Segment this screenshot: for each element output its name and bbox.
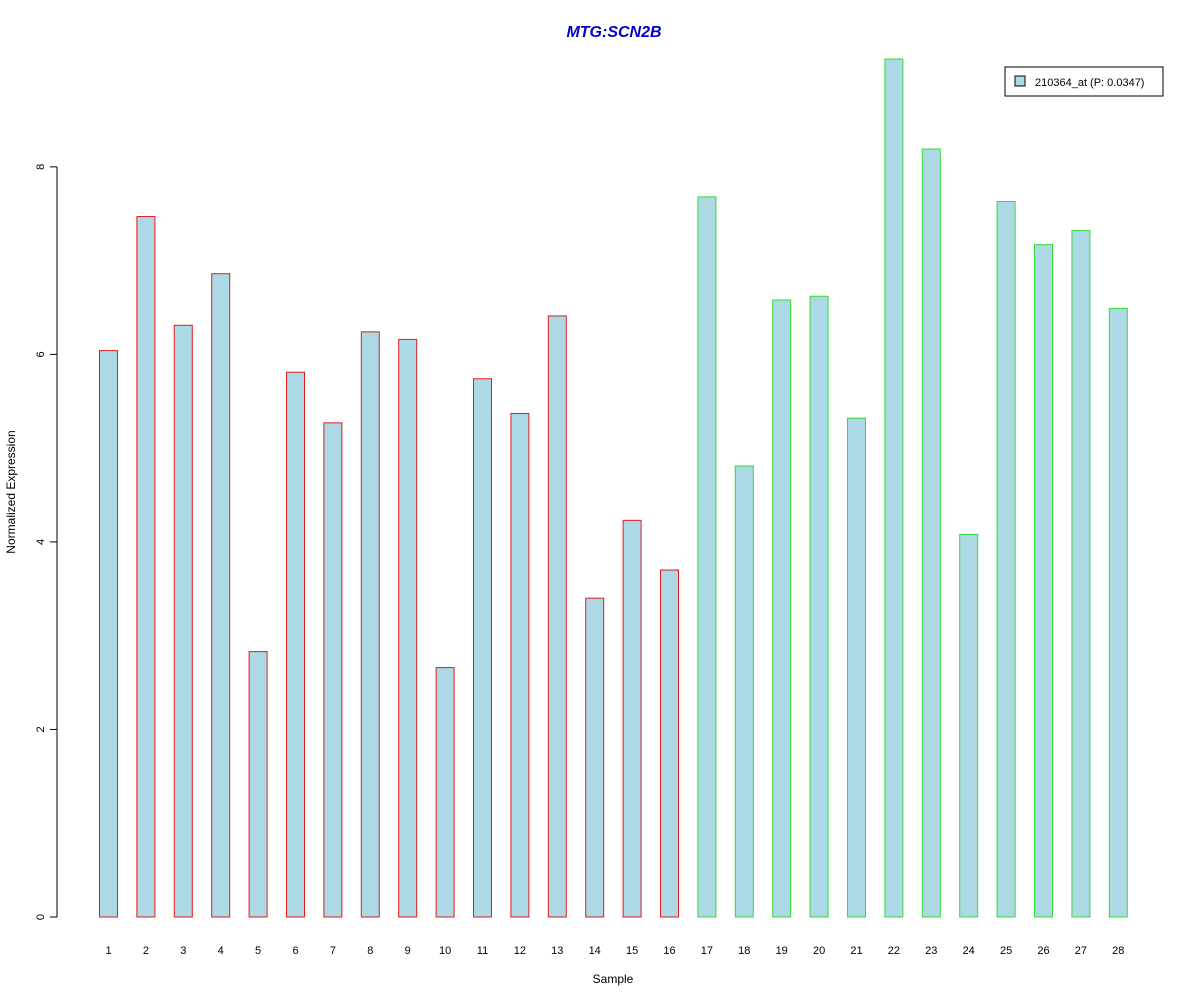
- x-tick-label: 12: [514, 945, 526, 957]
- bar-sample-27: [1071, 230, 1091, 918]
- bar-sample-10: [435, 667, 455, 918]
- bar-sample-18: [734, 465, 754, 918]
- bar-sample-19: [772, 299, 792, 918]
- x-tick-label: 1: [105, 945, 111, 957]
- bar-sample-4: [211, 273, 231, 918]
- x-tick-label: 23: [925, 945, 937, 957]
- x-tick-label: 7: [330, 945, 336, 957]
- bar-sample-1: [99, 350, 118, 918]
- x-tick-label: 14: [589, 945, 601, 957]
- x-tick-label: 28: [1112, 945, 1124, 957]
- x-tick-label: 6: [292, 945, 298, 957]
- bar-sample-5: [248, 651, 268, 918]
- x-tick-label: 24: [963, 945, 975, 957]
- bar-sample-2: [136, 216, 156, 918]
- x-tick-label: 19: [776, 945, 788, 957]
- chart-title: MTG:SCN2B: [566, 24, 661, 41]
- bar-sample-21: [847, 417, 866, 918]
- y-axis-label: Normalized Expression: [4, 430, 18, 553]
- y-tick-label: 2: [35, 726, 47, 732]
- x-tick-label: 27: [1075, 945, 1087, 957]
- bar-sample-17: [697, 196, 717, 918]
- legend: 210364_at (P: 0.0347): [1004, 66, 1164, 97]
- bar-sample-15: [622, 519, 642, 918]
- x-tick-label: 10: [439, 945, 451, 957]
- bar-sample-28: [1108, 307, 1128, 918]
- x-tick-label: 18: [738, 945, 750, 957]
- x-tick-label: 17: [701, 945, 713, 957]
- bar-sample-14: [585, 597, 605, 918]
- x-tick-label: 8: [367, 945, 373, 957]
- x-tick-label: 26: [1037, 945, 1049, 957]
- legend-label: 210364_at (P: 0.0347): [1035, 77, 1144, 89]
- x-tick-label: 16: [663, 945, 675, 957]
- x-tick-label: 22: [888, 945, 900, 957]
- x-tick-label: 5: [255, 945, 261, 957]
- bar-sample-25: [996, 201, 1016, 918]
- bar-sample-3: [173, 324, 193, 918]
- legend-swatch: [1014, 75, 1026, 87]
- bar-sample-16: [660, 569, 679, 918]
- bar-sample-26: [1034, 244, 1053, 918]
- y-tick-label: 0: [35, 914, 47, 920]
- bar-sample-8: [360, 331, 380, 918]
- bar-sample-22: [884, 58, 904, 918]
- y-axis: 0 2 4 6 8: [35, 164, 58, 920]
- x-tick-label: 15: [626, 945, 638, 957]
- x-tick-label: 13: [551, 945, 563, 957]
- y-tick-label: 4: [35, 539, 47, 545]
- x-tick-label: 2: [143, 945, 149, 957]
- x-tick-label: 4: [218, 945, 224, 957]
- bar-sample-20: [809, 295, 829, 918]
- x-axis-label: Sample: [593, 972, 634, 986]
- x-tick-label: 20: [813, 945, 825, 957]
- x-tick-label: 3: [180, 945, 186, 957]
- bar-sample-11: [473, 378, 492, 918]
- bar-sample-13: [547, 315, 567, 918]
- bar-sample-12: [510, 412, 530, 918]
- bar-sample-24: [959, 533, 979, 918]
- bar-sample-6: [286, 371, 305, 918]
- x-tick-label: 9: [405, 945, 411, 957]
- y-tick-label: 8: [35, 164, 47, 170]
- x-tick-labels: 1 2 3 4 5 6 7 8 9 10 11 12 13 14 15 16 17 18 19 20 21 22 23 24 2…: [105, 945, 1124, 957]
- bar-sample-23: [921, 148, 941, 918]
- bar-sample-9: [398, 338, 418, 918]
- x-tick-label: 21: [850, 945, 862, 957]
- bars-group: [99, 58, 1128, 918]
- y-tick-label: 6: [35, 351, 47, 357]
- x-tick-label: 25: [1000, 945, 1012, 957]
- x-tick-label: 11: [477, 945, 488, 957]
- legend-box: [1004, 66, 1164, 97]
- bar-sample-7: [323, 422, 343, 918]
